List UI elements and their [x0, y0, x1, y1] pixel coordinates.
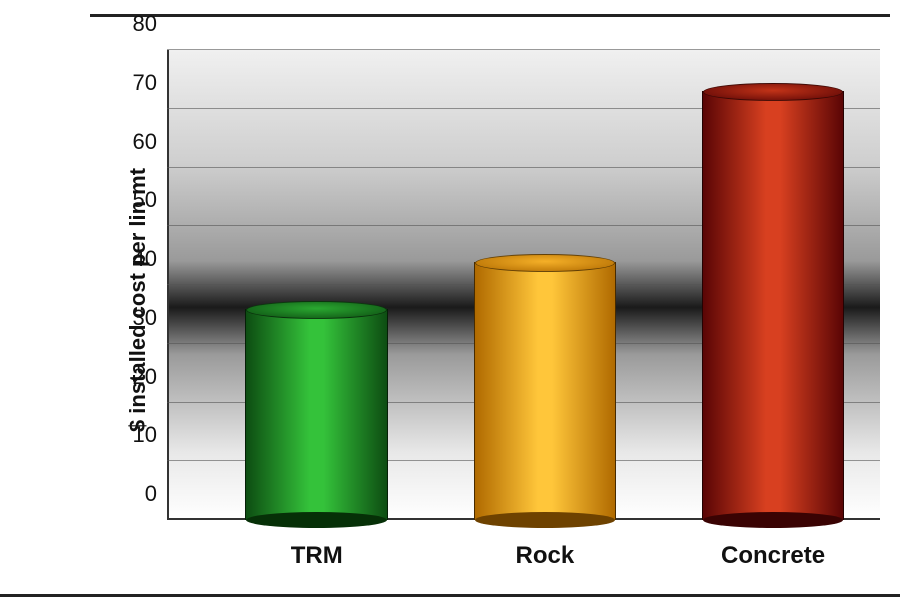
y-tick-label: 20: [133, 364, 167, 390]
y-tick-label: 50: [133, 187, 167, 213]
bar-base-ellipse: [703, 512, 844, 528]
bar-base-ellipse: [246, 512, 387, 528]
bar-rock: [474, 262, 617, 521]
bar-base-ellipse: [475, 512, 616, 528]
y-tick-label: 30: [133, 305, 167, 331]
bar-top-ellipse: [475, 254, 616, 272]
x-axis-labels: TRM Rock Concrete: [167, 530, 880, 570]
x-tick-label: TRM: [291, 542, 343, 570]
bar-top-ellipse: [246, 301, 387, 319]
bar-concrete: [702, 91, 845, 520]
top-horizontal-rule: [90, 14, 890, 17]
y-tick-label: 40: [133, 246, 167, 272]
y-tick-label: 60: [133, 129, 167, 155]
y-tick-label: 80: [133, 11, 167, 37]
plot-area-outer: 01020304050607080: [112, 50, 880, 520]
y-tick-label: 10: [133, 422, 167, 448]
bottom-horizontal-rule: [0, 594, 900, 597]
gridline: [167, 49, 880, 50]
plot-area: 01020304050607080: [167, 50, 880, 520]
chart-page: $ installed cost per lin mt 010203040506…: [0, 0, 900, 600]
x-tick-label: Rock: [516, 542, 575, 570]
y-tick-label: 0: [145, 481, 167, 507]
x-tick-label: Concrete: [721, 542, 825, 570]
bar-top-ellipse: [703, 83, 844, 101]
y-tick-label: 70: [133, 70, 167, 96]
bar-trm: [245, 309, 388, 521]
